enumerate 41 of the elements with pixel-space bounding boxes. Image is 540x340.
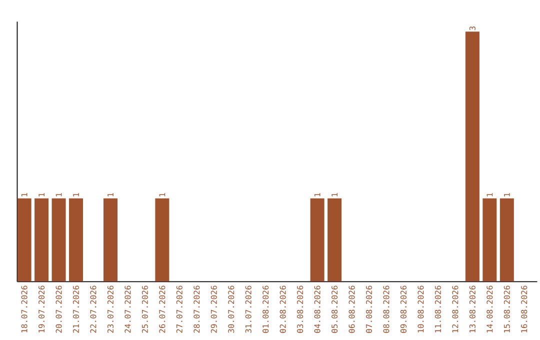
data-label: 1: [314, 193, 320, 196]
data-label: 1: [332, 193, 338, 196]
x-tick-label: 16.08.2026: [521, 286, 528, 332]
data-label: 1: [56, 193, 62, 196]
x-tick-label: 14.08.2026: [486, 286, 493, 332]
data-label: 1: [21, 193, 28, 196]
x-tick-label: 18.07.2026: [21, 286, 28, 332]
x-tick-label: 27.07.2026: [176, 286, 182, 333]
x-tick-label: 15.08.2026: [504, 286, 510, 332]
x-tick-label: 08.08.2026: [383, 286, 390, 333]
x-tick-label: 03.08.2026: [297, 286, 304, 333]
x-tick-label: 09.08.2026: [400, 286, 407, 333]
x-tick-label: 25.07.2026: [142, 286, 148, 333]
x-tick-label: 30.07.2026: [228, 286, 234, 333]
x-tick-label: 04.08.2026: [314, 286, 320, 333]
data-label: 1: [504, 193, 510, 196]
x-tick-label: 12.08.2026: [452, 286, 458, 332]
x-tick-label: 07.08.2026: [366, 286, 372, 333]
x-tick-label: 01.08.2026: [262, 286, 269, 333]
x-tick-label: 11.08.2026: [434, 286, 441, 332]
data-label: 1: [38, 193, 44, 196]
x-tick-label: 23.07.2026: [107, 286, 114, 333]
x-tick-label: 24.07.2026: [124, 286, 131, 333]
x-tick-label: 20.07.2026: [56, 286, 62, 333]
x-tick-label: 05.08.2026: [332, 286, 338, 333]
x-tick-label: 13.08.2026: [469, 286, 476, 332]
x-tick-label: 19.07.2026: [38, 286, 45, 332]
x-tick-label: 21.07.2026: [72, 286, 80, 333]
data-label: 3: [469, 26, 476, 30]
x-tick-label: 31.07.2026: [245, 286, 252, 333]
x-tick-label: 26.07.2026: [159, 286, 166, 333]
data-label: 1: [486, 193, 493, 196]
data-label: 1: [159, 193, 166, 196]
data-label: 1: [73, 193, 79, 196]
data-label: 1: [108, 193, 114, 196]
x-tick-label: 28.07.2026: [194, 286, 200, 333]
x-tick-label: 10.08.2026: [418, 286, 424, 332]
x-tick-label: 02.08.2026: [280, 286, 286, 333]
x-tick-label: 06.08.2026: [348, 286, 355, 333]
x-tick-label: 22.07.2026: [90, 286, 96, 333]
x-tick-label: 29.07.2026: [210, 286, 217, 333]
